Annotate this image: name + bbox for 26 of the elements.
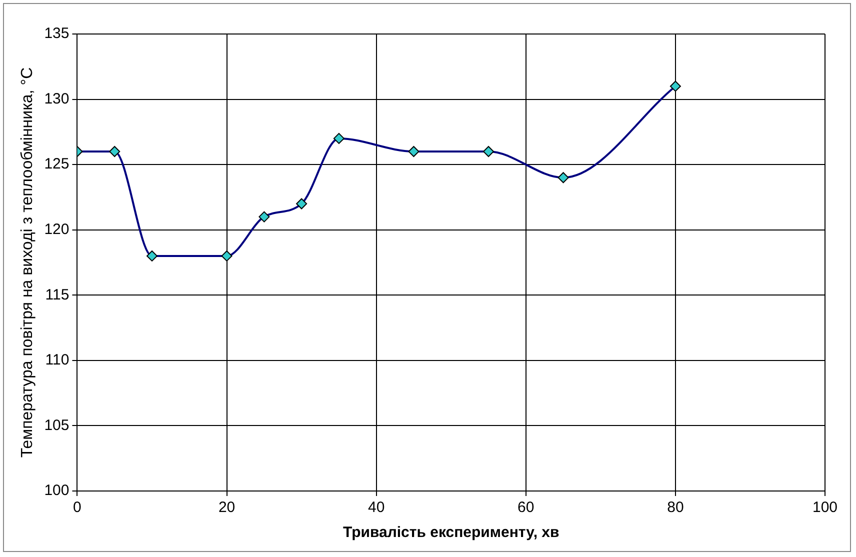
x-axis-title: Тривалість експерименту, хв	[342, 524, 560, 542]
point	[483, 146, 494, 158]
x-tick-label: 100	[812, 499, 838, 516]
y-tick-label: 115	[45, 286, 70, 304]
point	[109, 146, 120, 158]
x-tick-label: 80	[667, 499, 684, 516]
point	[408, 146, 420, 158]
y-tick-label: 110	[45, 352, 70, 369]
x-tick-label: 60	[518, 499, 534, 516]
y-tick-label: 120	[44, 221, 70, 238]
point	[258, 211, 270, 222]
y-tick-label: 125	[44, 156, 70, 173]
point	[296, 198, 308, 210]
point	[670, 80, 681, 92]
x-tick-label: 0	[73, 499, 82, 516]
point	[558, 172, 569, 184]
point	[333, 132, 344, 144]
y-axis-title: Температура повітря на виході з теплообмінника, °C	[19, 67, 36, 458]
y-tick-label: 135	[44, 25, 70, 42]
point	[146, 250, 158, 262]
point	[221, 250, 232, 262]
y-tick-label: 105	[44, 416, 70, 434]
y-tick-label: 130	[44, 90, 70, 108]
x-tick-label: 40	[368, 499, 385, 516]
x-tick-label: 20	[218, 499, 236, 516]
y-tick-label: 100	[44, 482, 70, 500]
